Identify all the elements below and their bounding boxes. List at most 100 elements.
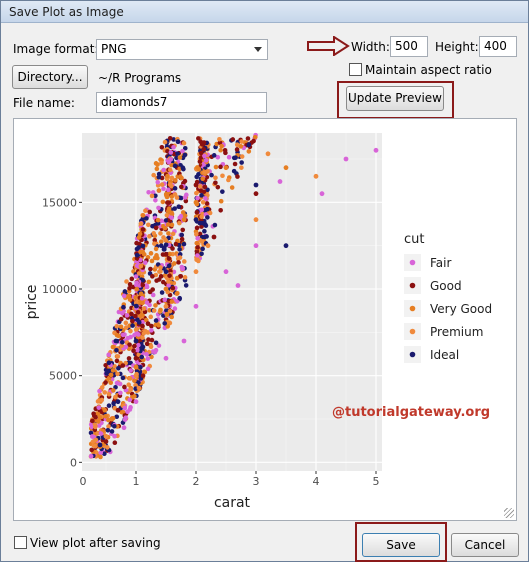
data-point-very-good bbox=[133, 364, 139, 370]
width-input[interactable]: 500 bbox=[390, 36, 428, 57]
data-point bbox=[196, 136, 201, 141]
data-point bbox=[126, 382, 132, 388]
data-point bbox=[166, 263, 172, 269]
data-point bbox=[114, 347, 119, 353]
data-point bbox=[198, 155, 204, 160]
data-point bbox=[158, 243, 164, 249]
data-point bbox=[140, 282, 146, 288]
update-preview-button[interactable]: Update Preview bbox=[346, 86, 444, 111]
data-point bbox=[108, 380, 114, 386]
point-cloud bbox=[88, 132, 258, 460]
data-point-premium bbox=[163, 303, 169, 309]
data-point bbox=[96, 411, 101, 417]
data-point bbox=[132, 343, 137, 349]
data-point bbox=[166, 283, 171, 288]
data-point bbox=[153, 303, 158, 308]
data-point bbox=[173, 178, 178, 183]
data-point-good bbox=[163, 251, 169, 257]
data-point bbox=[151, 308, 157, 313]
data-point bbox=[215, 154, 221, 160]
legend-label: Very Good bbox=[430, 302, 492, 316]
data-point-fair bbox=[121, 425, 127, 431]
data-point bbox=[160, 199, 166, 205]
data-point bbox=[197, 159, 203, 164]
data-point bbox=[177, 247, 182, 252]
data-point bbox=[174, 299, 180, 304]
data-point bbox=[97, 388, 102, 394]
data-point bbox=[154, 253, 159, 258]
data-point bbox=[177, 174, 183, 179]
data-point-premium bbox=[205, 243, 211, 249]
data-point bbox=[95, 419, 101, 424]
data-point bbox=[90, 418, 95, 424]
data-point bbox=[195, 245, 200, 250]
data-point bbox=[147, 307, 152, 313]
data-point bbox=[177, 295, 183, 301]
data-point bbox=[127, 282, 133, 287]
data-point bbox=[132, 378, 137, 384]
file-name-input[interactable]: diamonds7 bbox=[96, 92, 267, 113]
data-point-ideal bbox=[115, 399, 121, 405]
data-point bbox=[153, 197, 158, 203]
data-point bbox=[136, 245, 141, 250]
data-point bbox=[150, 190, 156, 195]
data-point-good bbox=[193, 182, 199, 188]
image-format-value: PNG bbox=[101, 42, 127, 56]
data-point bbox=[161, 235, 166, 240]
data-point bbox=[159, 290, 165, 295]
data-point bbox=[246, 149, 252, 154]
view-after-saving-checkbox[interactable] bbox=[14, 536, 27, 549]
data-point bbox=[165, 173, 170, 179]
data-point bbox=[170, 231, 176, 237]
data-point bbox=[155, 217, 161, 223]
data-point bbox=[105, 427, 111, 433]
data-point bbox=[161, 186, 166, 192]
data-point bbox=[127, 407, 133, 412]
image-format-select[interactable]: PNG bbox=[96, 39, 268, 60]
data-point bbox=[201, 140, 207, 145]
data-point bbox=[207, 210, 213, 216]
data-point bbox=[161, 279, 166, 285]
y-tick-label: 15000 bbox=[42, 196, 77, 209]
data-point bbox=[158, 239, 164, 245]
data-point-good bbox=[253, 191, 259, 197]
data-point bbox=[212, 222, 218, 228]
data-point bbox=[203, 196, 208, 201]
data-point bbox=[123, 344, 129, 350]
data-point bbox=[175, 290, 180, 296]
data-point bbox=[166, 187, 171, 193]
directory-button[interactable]: Directory... bbox=[12, 65, 88, 89]
data-point bbox=[167, 209, 172, 215]
maintain-aspect-checkbox[interactable] bbox=[349, 63, 362, 76]
data-point bbox=[122, 405, 128, 411]
data-point bbox=[88, 453, 94, 459]
data-point bbox=[169, 194, 175, 199]
data-point bbox=[140, 213, 146, 218]
data-point bbox=[194, 240, 200, 246]
data-point bbox=[167, 251, 172, 257]
data-point bbox=[179, 236, 185, 242]
data-point bbox=[229, 185, 235, 190]
data-point bbox=[93, 437, 99, 443]
data-point bbox=[156, 171, 162, 177]
data-point bbox=[133, 313, 138, 319]
save-button[interactable]: Save bbox=[362, 533, 440, 557]
data-point bbox=[140, 335, 145, 340]
data-point bbox=[176, 260, 181, 265]
cancel-button[interactable]: Cancel bbox=[451, 533, 519, 557]
data-point bbox=[182, 195, 188, 200]
data-point bbox=[113, 394, 118, 400]
data-point bbox=[145, 366, 151, 372]
data-point bbox=[153, 225, 159, 231]
data-point-fair bbox=[373, 147, 379, 153]
resize-grip-icon[interactable] bbox=[504, 508, 514, 518]
data-point bbox=[194, 257, 199, 263]
data-point bbox=[144, 352, 149, 357]
data-point-fair bbox=[163, 355, 169, 361]
data-point bbox=[203, 157, 209, 163]
height-input[interactable]: 400 bbox=[479, 36, 517, 57]
data-point bbox=[195, 253, 200, 258]
data-point-very-good bbox=[181, 217, 187, 223]
data-point bbox=[166, 256, 172, 261]
